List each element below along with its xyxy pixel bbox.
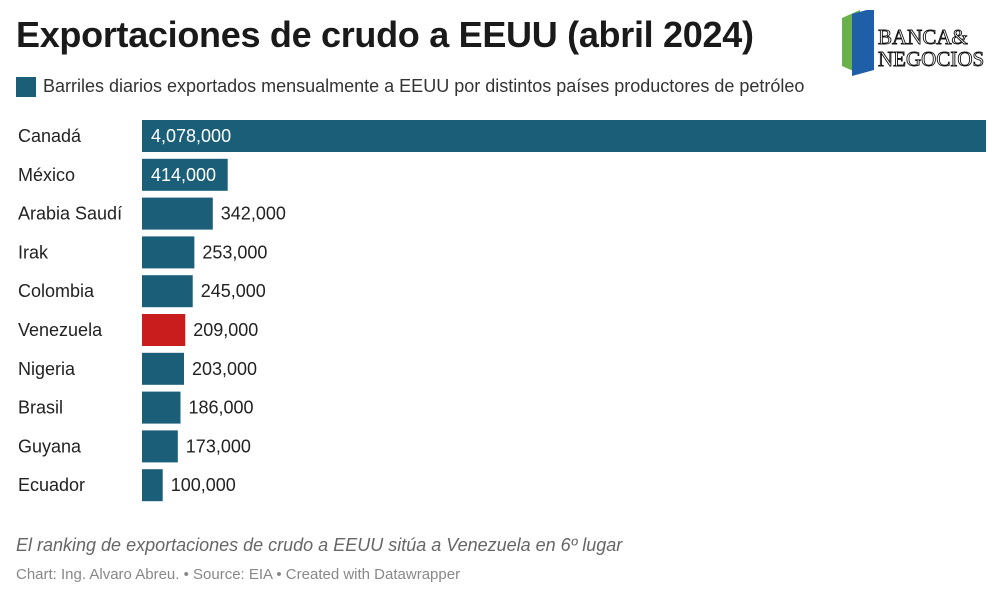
value-label: 100,000 — [171, 475, 236, 495]
category-label: Irak — [18, 242, 49, 262]
chart-legend: Barriles diarios exportados mensualmente… — [16, 76, 804, 97]
value-label: 173,000 — [186, 436, 251, 456]
category-label: Brasil — [18, 398, 63, 418]
category-label: México — [18, 165, 75, 185]
banca-negocios-logo: BANCA& NEGOCIOS — [842, 10, 985, 76]
bar — [142, 391, 181, 424]
chart-footer: Chart: Ing. Alvaro Abreu. • Source: EIA … — [16, 566, 461, 583]
chart-title: Exportaciones de crudo a EEUU (abril 202… — [16, 14, 754, 55]
category-label: Canadá — [18, 126, 82, 146]
category-label: Nigeria — [18, 359, 76, 379]
value-label: 253,000 — [202, 242, 267, 262]
category-label: Colombia — [18, 281, 95, 301]
bar — [142, 352, 185, 385]
bar — [142, 236, 195, 269]
category-label: Venezuela — [18, 320, 103, 340]
bar-chart: Canadá 4,078,000 México 414,000 Arabia Saudí… — [18, 120, 986, 502]
legend-label: Barriles diarios exportados mensualmente… — [43, 76, 805, 96]
value-label: 209,000 — [193, 320, 258, 340]
value-label: 342,000 — [221, 204, 286, 224]
value-label: 4,078,000 — [151, 126, 231, 146]
value-label: 203,000 — [192, 359, 257, 379]
bar — [142, 430, 178, 463]
value-label: 414,000 — [151, 165, 216, 185]
chart-description: El ranking de exportaciones de crudo a E… — [16, 535, 623, 555]
bar — [142, 158, 228, 191]
bar — [142, 275, 193, 308]
category-label: Guyana — [18, 436, 82, 456]
category-label: Ecuador — [18, 475, 85, 495]
legend-swatch — [16, 76, 36, 97]
bar — [142, 120, 986, 152]
logo-line2: NEGOCIOS — [878, 47, 984, 71]
bar — [142, 314, 186, 346]
logo-line1: BANCA& — [878, 25, 968, 49]
bar — [142, 197, 213, 230]
bar — [142, 469, 163, 502]
value-label: 245,000 — [201, 281, 266, 301]
category-label: Arabia Saudí — [18, 204, 122, 224]
value-label: 186,000 — [188, 398, 253, 418]
